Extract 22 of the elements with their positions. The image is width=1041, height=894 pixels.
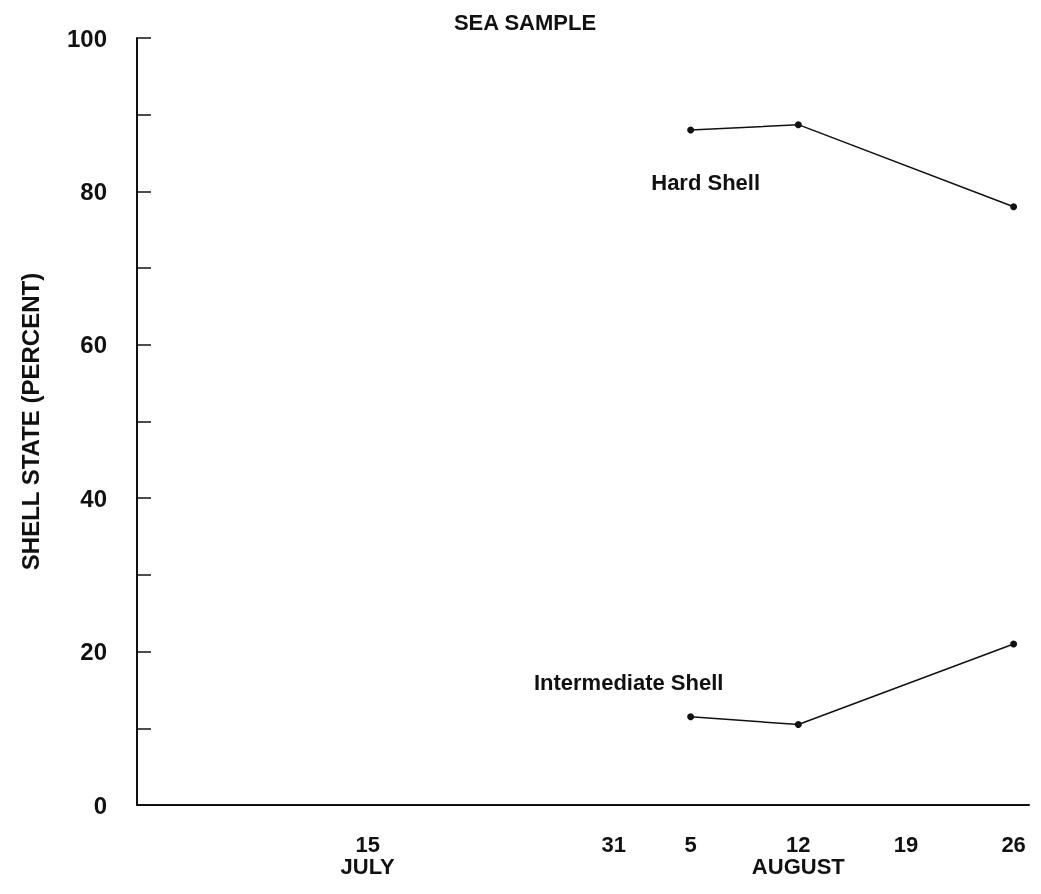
point (794, 720, 802, 728)
y-tick-label: 0 (93, 791, 107, 819)
point (1010, 203, 1018, 211)
x-tick-label: 19 (893, 831, 919, 857)
y-tick-label: 100 (66, 24, 107, 52)
y-tick-label: 40 (80, 484, 107, 512)
chart-title: SEA SAMPLE (453, 9, 597, 35)
y-axis-title: SHELL STATE (PERCENT) (16, 272, 44, 571)
point (794, 121, 802, 129)
x-tick-label: 26 (1001, 831, 1026, 857)
series-label: Hard Shell (651, 169, 761, 195)
point (687, 713, 695, 721)
x-tick-label: 5 (684, 831, 697, 857)
y-tick-label: 80 (80, 177, 107, 205)
series-label: Intermediate Shell (533, 670, 724, 696)
x-tick-label: 15 JULY (340, 831, 396, 879)
y-tick-label: 60 (80, 331, 107, 359)
x-tick-label: 31 (601, 831, 626, 857)
point (1010, 640, 1018, 648)
x-tick-label: 12 AUGUST (751, 831, 846, 879)
point (687, 126, 695, 134)
y-tick-label: 20 (80, 638, 107, 666)
